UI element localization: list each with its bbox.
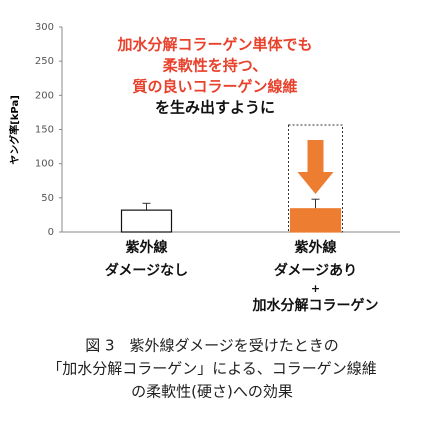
caption: 「加水分解コラーゲン」による、コラーゲン線維 [47, 360, 377, 378]
x-tick-label: 紫外線 [295, 239, 337, 256]
annotation: 柔軟性を持つ、 [163, 57, 267, 75]
x-tick-label: ダメージなし [105, 262, 188, 279]
caption: 図 3 紫外線ダメージを受けたときの [85, 337, 339, 355]
y-tick-label: 100 [35, 159, 54, 170]
y-tick-label: 200 [35, 90, 54, 101]
bar [120, 209, 173, 233]
x-tick-label: ダメージあり [274, 262, 357, 279]
y-tick-label: 150 [35, 125, 54, 136]
y-axis-label: ヤング率[kPa] [8, 95, 21, 165]
caption: の柔軟性(硬さ)への効果 [131, 383, 293, 401]
x-tick-label: 紫外線 [126, 239, 168, 256]
annotation: 質の良いコラーゲン線維 [132, 78, 297, 96]
y-tick-label: 300 [35, 22, 54, 33]
annotation: 加水分解コラーゲン単体でも [116, 36, 312, 54]
y-tick-label: 250 [35, 56, 54, 67]
arrow [297, 140, 334, 194]
bar [289, 208, 342, 233]
x-tick-label: + [311, 282, 320, 295]
x-tick-label: 加水分解コラーゲン [252, 297, 379, 314]
y-tick-label: 0 [48, 227, 54, 238]
annotation: を生み出すように [155, 99, 275, 117]
y-tick-label: 50 [41, 193, 54, 204]
